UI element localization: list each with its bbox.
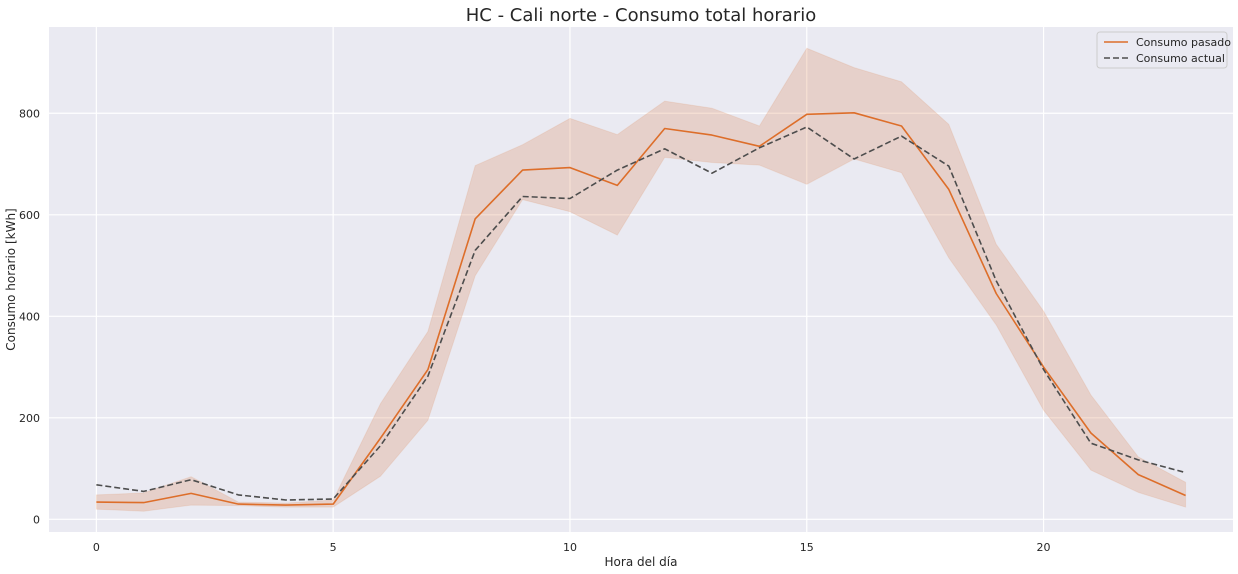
x-tick-label: 10 [563,541,577,554]
x-tick-label: 5 [330,541,337,554]
chart-title: HC - Cali norte - Consumo total horario [466,5,816,26]
y-axis-label: Consumo horario [kWh] [4,208,18,350]
legend: Consumo pasado Consumo actual [1096,31,1231,69]
y-tick-label: 200 [19,412,40,425]
confidence-bands [95,47,1187,512]
plot-background [49,27,1233,532]
legend-label-consumo-actual: Consumo actual [1136,52,1225,65]
y-tick-label: 800 [19,107,40,120]
y-tick-label: 0 [33,513,40,526]
series-lines [96,112,1186,506]
y-tick-label: 400 [19,310,40,323]
grid [49,27,1233,532]
x-tick-label: 0 [93,541,100,554]
x-tick-label: 20 [1037,541,1051,554]
x-tick-label: 15 [800,541,814,554]
band-consumo-pasado [95,47,1187,512]
series-line-consumo-pasado [96,112,1186,506]
legend-label-consumo-pasado: Consumo pasado [1136,36,1231,49]
y-tick-label: 600 [19,209,40,222]
series-line-consumo-actual [96,126,1186,501]
x-axis-label: Hora del día [605,555,678,569]
legend-box [1096,31,1228,69]
